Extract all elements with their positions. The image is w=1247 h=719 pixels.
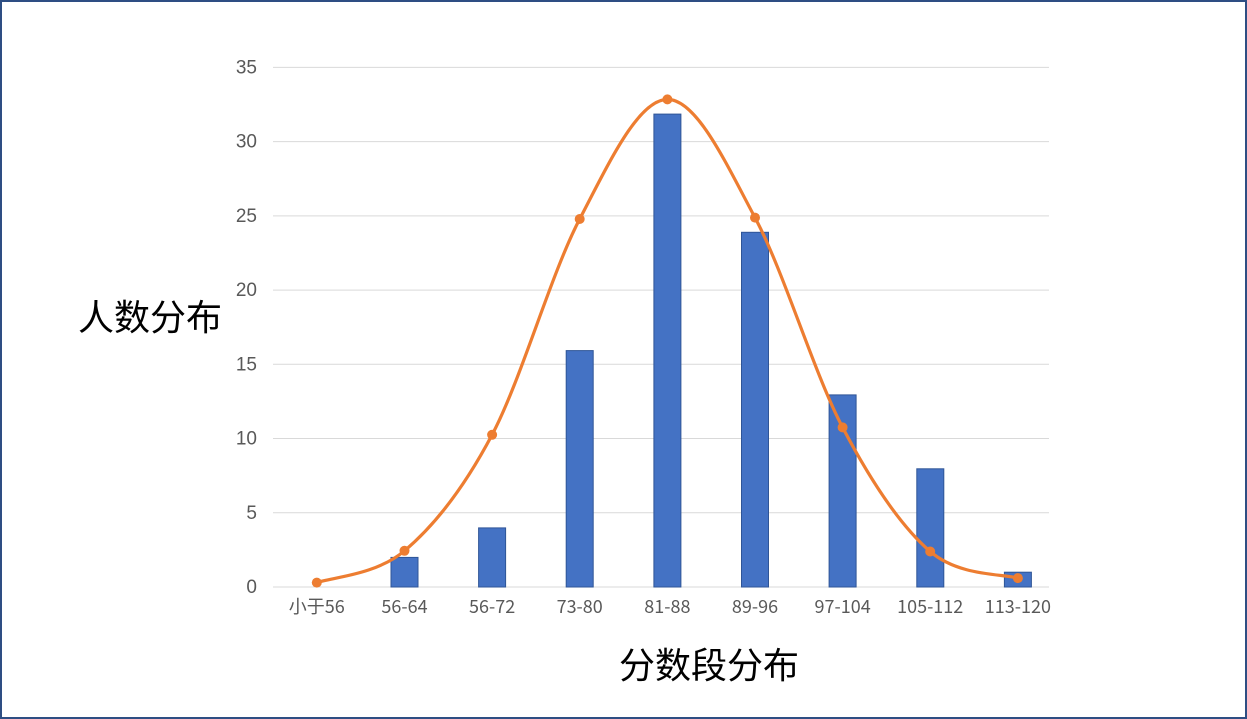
svg-text:105-112: 105-112 xyxy=(897,593,963,619)
svg-text:113-120: 113-120 xyxy=(985,593,1051,619)
svg-text:35: 35 xyxy=(236,57,257,78)
svg-text:97-104: 97-104 xyxy=(814,593,870,619)
svg-text:0: 0 xyxy=(246,577,257,598)
svg-text:人数分布: 人数分布 xyxy=(78,289,222,341)
svg-text:56-72: 56-72 xyxy=(469,593,515,619)
svg-text:56-64: 56-64 xyxy=(381,593,427,619)
svg-text:15: 15 xyxy=(236,354,257,375)
svg-text:30: 30 xyxy=(236,132,257,153)
svg-text:10: 10 xyxy=(236,429,257,450)
svg-text:73-80: 73-80 xyxy=(557,593,603,619)
svg-text:5: 5 xyxy=(246,503,257,524)
svg-text:25: 25 xyxy=(236,206,257,227)
svg-text:小于56: 小于56 xyxy=(289,593,345,619)
svg-text:20: 20 xyxy=(236,280,257,301)
svg-text:89-96: 89-96 xyxy=(732,593,778,619)
svg-text:分数段分布: 分数段分布 xyxy=(619,637,799,689)
svg-text:81-88: 81-88 xyxy=(644,593,690,619)
